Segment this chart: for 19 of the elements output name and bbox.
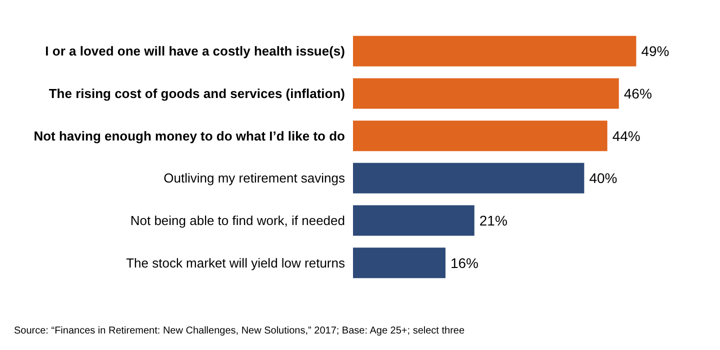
y-tick-label: I or a loved one will have a costly health issue(s) [45, 44, 345, 59]
data-label: 16% [450, 254, 479, 271]
bar [353, 162, 584, 194]
data-label: 49% [641, 43, 670, 60]
bar [353, 120, 608, 152]
data-label: 21% [479, 212, 508, 228]
bar [353, 205, 474, 236]
y-tick-label: The stock market will yield low returns [126, 255, 346, 270]
bar [353, 36, 636, 66]
bar [353, 248, 446, 278]
y-tick-label: Not having enough money to do what I’d like to do [34, 128, 346, 144]
data-label: 44% [612, 128, 640, 144]
y-tick-label: The rising cost of goods and services (inflation) [48, 86, 345, 101]
bar [353, 78, 619, 109]
y-tick-label: Not being able to find work, if needed [130, 213, 345, 228]
source-note: Source: “Finances in Retirement: New Challenges, New Solutions,” 2017; Base: Age 25+; select three [14, 326, 465, 336]
data-label: 40% [589, 170, 618, 186]
data-label: 46% [624, 86, 652, 102]
y-tick-label: Outliving my retirement savings [164, 170, 346, 186]
